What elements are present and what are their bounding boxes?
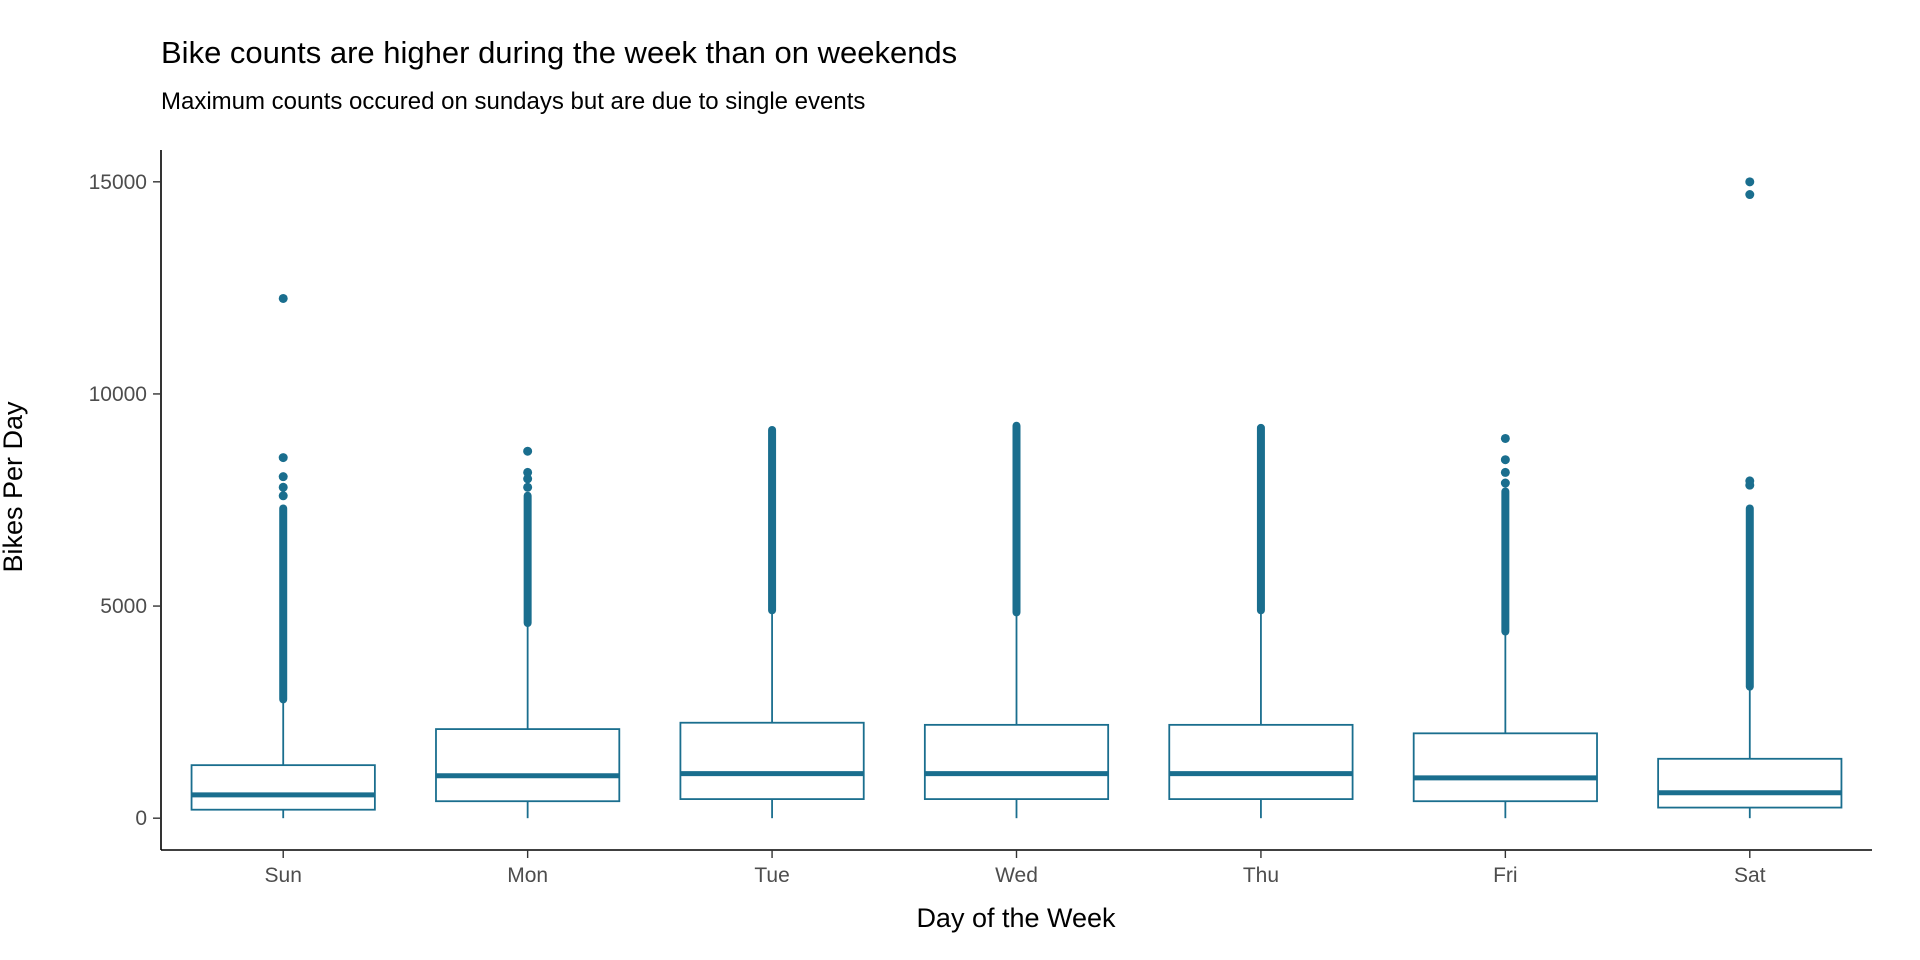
box — [1657, 757, 1843, 809]
outlier-point — [278, 482, 288, 492]
outlier-point — [278, 491, 288, 501]
outlier-point — [1500, 467, 1510, 477]
outlier-point — [278, 293, 288, 303]
y-tick-label: 5000 — [100, 595, 147, 618]
box — [1168, 723, 1354, 800]
outlier-point — [523, 446, 533, 456]
outlier-cluster — [279, 504, 288, 704]
x-axis-title: Day of the Week — [916, 903, 1116, 933]
y-tick-label: 0 — [135, 807, 147, 830]
y-tick-label: 10000 — [89, 383, 147, 406]
box — [923, 723, 1110, 800]
x-tick-label: Sun — [265, 864, 302, 887]
outlier-cluster — [768, 426, 777, 615]
outlier-point — [523, 467, 533, 477]
y-axis-title: Bikes Per Day — [0, 401, 28, 573]
box — [679, 721, 865, 800]
x-tick-label: Mon — [507, 864, 548, 887]
outlier-point — [523, 474, 533, 484]
outlier-point — [278, 472, 288, 482]
box — [1412, 732, 1598, 803]
outlier-point — [278, 453, 288, 463]
chart-subtitle: Maximum counts occured on sundays but ar… — [161, 88, 865, 115]
box — [435, 728, 621, 803]
x-tick-label: Fri — [1493, 864, 1518, 887]
x-tick-label: Sat — [1734, 864, 1766, 887]
outlier-cluster — [523, 491, 532, 628]
x-tick-label: Tue — [754, 864, 789, 887]
x-tick-label: Thu — [1243, 864, 1279, 887]
outlier-point — [523, 482, 533, 492]
outlier-point — [1745, 177, 1755, 187]
box — [190, 764, 376, 811]
outlier-cluster — [1745, 504, 1754, 691]
outlier-point — [1745, 190, 1755, 200]
outlier-cluster — [1501, 487, 1510, 636]
x-tick-label: Wed — [995, 864, 1038, 887]
outlier-point — [1745, 476, 1755, 486]
outlier-point — [1500, 455, 1510, 465]
chart-title: Bike counts are higher during the week t… — [161, 35, 957, 70]
outlier-cluster — [1012, 421, 1021, 617]
outlier-point — [1500, 433, 1510, 443]
plot-area: 0 5000 10000 15000 Sun Mon Tue Wed Thu Fri Sat — [89, 150, 1872, 887]
y-tick-label: 15000 — [89, 171, 147, 194]
outlier-point — [1500, 478, 1510, 488]
outlier-cluster — [1256, 423, 1265, 615]
